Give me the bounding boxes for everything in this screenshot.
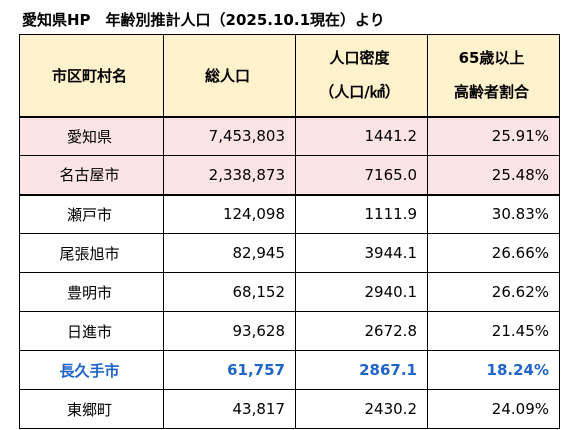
cell-municipality: 愛知県 bbox=[19, 116, 164, 156]
cell-municipality: 日進市 bbox=[19, 311, 164, 351]
table-row: 豊明市 68,152 2940.1 26.62% bbox=[19, 272, 560, 312]
table-row: 瀬戸市 124,098 1111.9 30.83% bbox=[19, 194, 560, 234]
cell-elderly-ratio: 25.48% bbox=[427, 155, 560, 196]
cell-population: 7,453,803 bbox=[163, 116, 296, 156]
cell-elderly-ratio: 21.45% bbox=[427, 311, 560, 351]
cell-density: 3944.1 bbox=[295, 233, 428, 273]
cell-density: 2672.8 bbox=[295, 311, 428, 351]
cell-density: 2430.2 bbox=[295, 389, 428, 429]
table-row: 日進市 93,628 2672.8 21.45% bbox=[19, 311, 560, 351]
cell-population: 68,152 bbox=[163, 272, 296, 312]
page-title: 愛知県HP 年齢別推計人口（2025.10.1現在）より bbox=[22, 11, 385, 29]
header-total-population: 総人口 bbox=[163, 34, 296, 118]
header-elderly-line1: 65歳以上 bbox=[458, 49, 525, 68]
header-population-density: 人口密度 （人口/㎢） bbox=[295, 34, 428, 118]
population-table: 市区町村名 総人口 人口密度 （人口/㎢） 65歳以上 高齢者割合 愛知県 7,… bbox=[19, 34, 560, 429]
cell-population: 2,338,873 bbox=[163, 155, 296, 196]
cell-municipality: 尾張旭市 bbox=[19, 233, 164, 273]
header-elderly-line2: 高齢者割合 bbox=[453, 83, 529, 102]
cell-density: 2940.1 bbox=[295, 272, 428, 312]
cell-population: 61,757 bbox=[163, 350, 296, 390]
table-row: 名古屋市 2,338,873 7165.0 25.48% bbox=[19, 155, 560, 196]
cell-municipality: 名古屋市 bbox=[19, 155, 164, 196]
cell-population: 124,098 bbox=[163, 194, 296, 234]
cell-elderly-ratio: 26.66% bbox=[427, 233, 560, 273]
cell-density: 7165.0 bbox=[295, 155, 428, 196]
cell-elderly-ratio: 30.83% bbox=[427, 194, 560, 234]
cell-municipality: 長久手市 bbox=[19, 350, 164, 390]
cell-density: 1111.9 bbox=[295, 194, 428, 234]
cell-density: 1441.2 bbox=[295, 116, 428, 156]
table-row-highlighted: 長久手市 61,757 2867.1 18.24% bbox=[19, 350, 560, 390]
table-row: 東郷町 43,817 2430.2 24.09% bbox=[19, 389, 560, 429]
cell-population: 43,817 bbox=[163, 389, 296, 429]
cell-elderly-ratio: 25.91% bbox=[427, 116, 560, 156]
cell-population: 82,945 bbox=[163, 233, 296, 273]
cell-municipality: 豊明市 bbox=[19, 272, 164, 312]
header-elderly-ratio: 65歳以上 高齢者割合 bbox=[427, 34, 560, 118]
header-density-line2: （人口/㎢） bbox=[319, 83, 400, 102]
table-row: 愛知県 7,453,803 1441.2 25.91% bbox=[19, 116, 560, 156]
cell-population: 93,628 bbox=[163, 311, 296, 351]
header-municipality: 市区町村名 bbox=[19, 34, 164, 118]
cell-municipality: 瀬戸市 bbox=[19, 194, 164, 234]
cell-elderly-ratio: 24.09% bbox=[427, 389, 560, 429]
table-row: 尾張旭市 82,945 3944.1 26.66% bbox=[19, 233, 560, 273]
header-row: 市区町村名 総人口 人口密度 （人口/㎢） 65歳以上 高齢者割合 bbox=[19, 34, 560, 118]
cell-elderly-ratio: 26.62% bbox=[427, 272, 560, 312]
header-density-line1: 人口密度 bbox=[329, 49, 390, 68]
cell-elderly-ratio: 18.24% bbox=[427, 350, 560, 390]
cell-municipality: 東郷町 bbox=[19, 389, 164, 429]
cell-density: 2867.1 bbox=[295, 350, 428, 390]
